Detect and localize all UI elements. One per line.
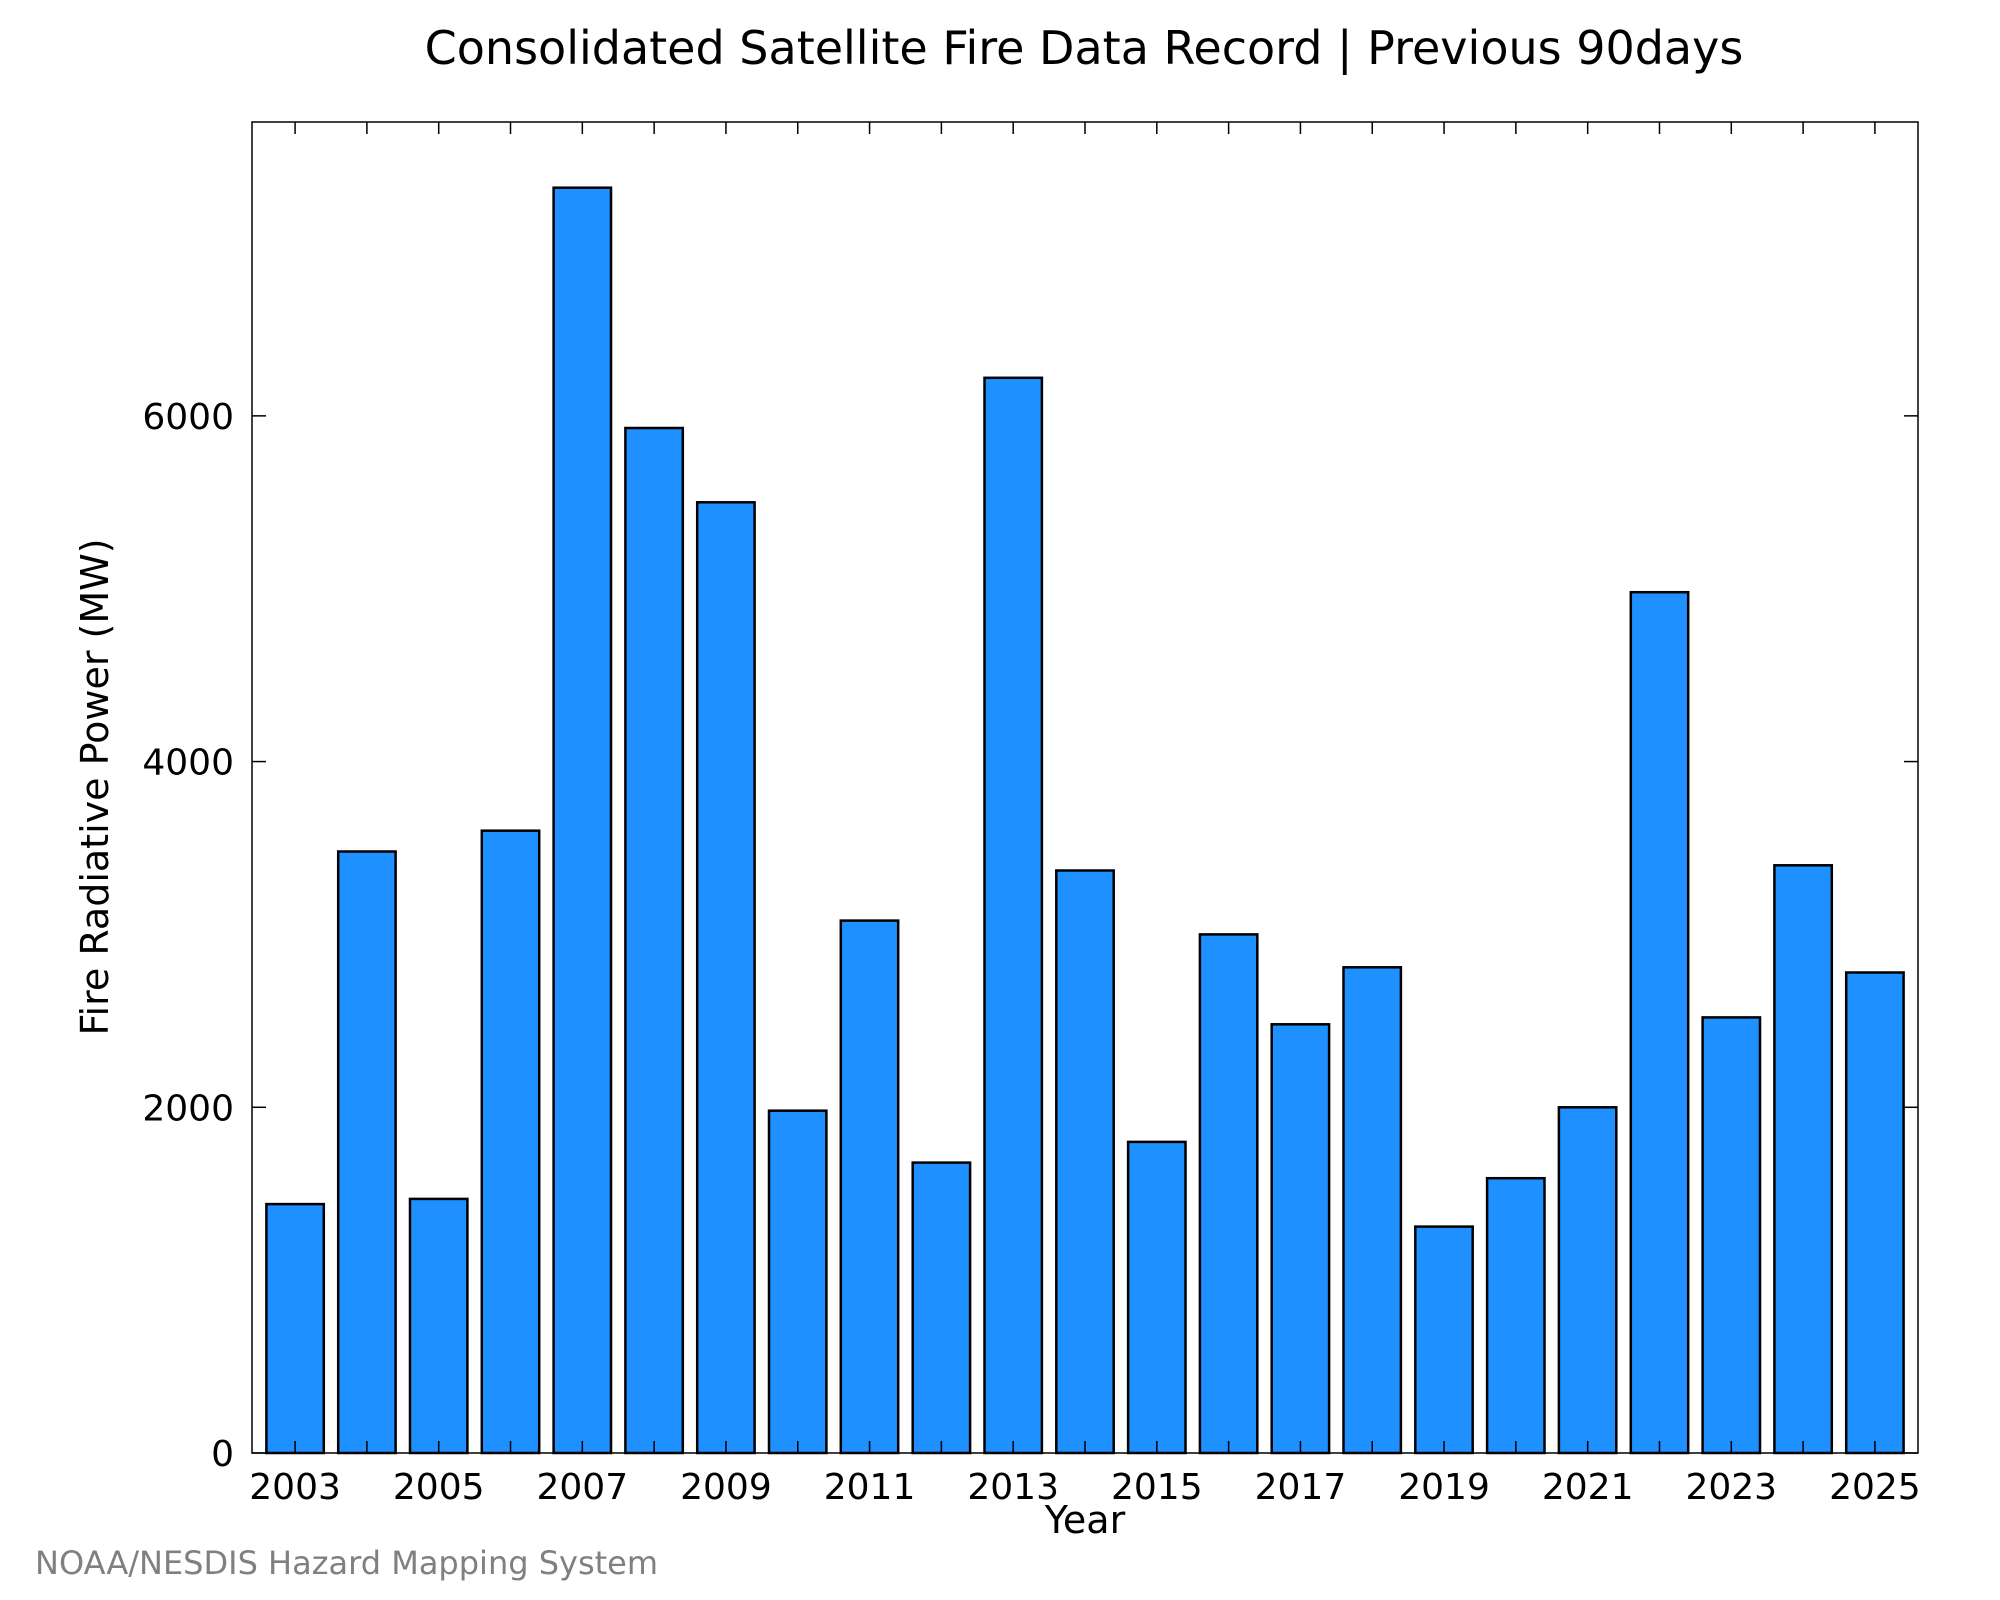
y-tick-label: 0	[211, 1434, 234, 1475]
x-tick-label: 2025	[1829, 1467, 1921, 1508]
x-tick-label: 2017	[1255, 1467, 1347, 1508]
x-tick-label: 2009	[680, 1467, 772, 1508]
source-credit: NOAA/NESDIS Hazard Mapping System	[35, 1544, 658, 1582]
chart-title: Consolidated Satellite Fire Data Record …	[425, 21, 1744, 76]
x-tick-label: 2011	[824, 1467, 916, 1508]
bar-2019	[1414, 1225, 1474, 1455]
bar-2023	[1701, 1016, 1762, 1455]
x-tick-label: 2003	[249, 1467, 341, 1508]
plot-area: 2003 2005 2007 2009 2011 2013 2015 2017 2019 2021…	[142, 121, 1921, 1508]
bar-2003	[265, 1202, 326, 1455]
x-axis-ticks: 2003 2005 2007 2009 2011 2013 2015 2017 2019 2021…	[249, 122, 1921, 1508]
bar-2011	[839, 919, 900, 1455]
y-tick-label: 6000	[142, 397, 234, 438]
bar-2010	[767, 1109, 828, 1455]
bar-2020	[1485, 1176, 1546, 1455]
x-tick-label: 2021	[1542, 1467, 1634, 1508]
bar-2024	[1773, 864, 1834, 1455]
y-tick-label: 2000	[142, 1088, 234, 1129]
bar-2025	[1844, 971, 1905, 1455]
bar-2013	[983, 376, 1044, 1455]
x-tick-label: 2015	[1111, 1467, 1203, 1508]
bar-2016	[1198, 933, 1259, 1455]
bar-2008	[624, 426, 685, 1455]
x-tick-label: 2007	[537, 1467, 629, 1508]
bar-2015	[1126, 1140, 1187, 1455]
bars	[265, 186, 1905, 1455]
y-tick-label: 4000	[142, 743, 234, 784]
x-tick-label: 2023	[1685, 1467, 1777, 1508]
x-tick-label: 2005	[393, 1467, 485, 1508]
bar-2014	[1055, 869, 1115, 1455]
x-tick-label: 2013	[967, 1467, 1059, 1508]
bar-2018	[1342, 966, 1403, 1455]
bar-2017	[1270, 1023, 1331, 1455]
y-axis-ticks: 0 2000 4000 6000	[142, 397, 1918, 1475]
bar-2012	[911, 1161, 972, 1455]
bar-2004	[336, 850, 397, 1455]
bar-2009	[695, 501, 756, 1455]
bar-2007	[552, 186, 613, 1455]
bar-2005	[408, 1197, 469, 1455]
x-tick-label: 2019	[1398, 1467, 1490, 1508]
bar-2006	[480, 829, 541, 1455]
x-axis-label: Year	[1044, 1498, 1126, 1542]
y-axis-label: Fire Radiative Power (MW)	[73, 538, 117, 1035]
bar-2021	[1557, 1106, 1618, 1455]
bar-2022	[1629, 590, 1690, 1455]
